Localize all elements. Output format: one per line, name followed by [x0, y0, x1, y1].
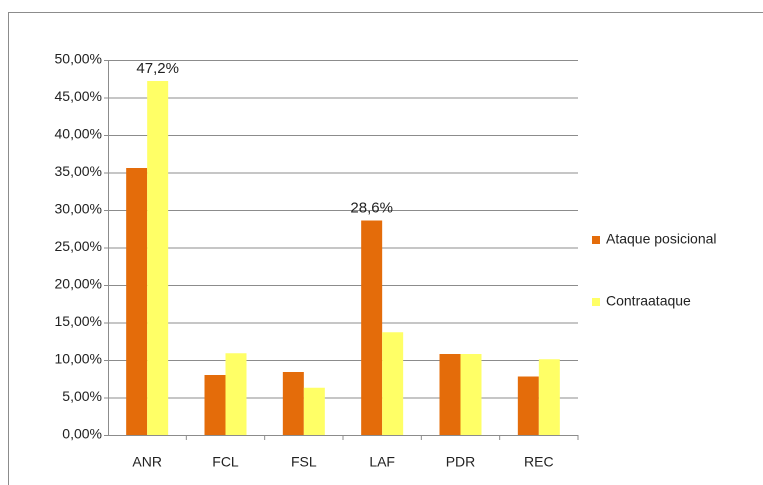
bar: [538, 359, 560, 435]
bar: [225, 353, 247, 435]
x-tick-label: REC: [524, 454, 554, 470]
y-tick-label: 5,00%: [62, 388, 102, 404]
y-tick-label: 30,00%: [55, 201, 102, 217]
bar: [439, 354, 461, 435]
data-label: 28,6%: [350, 199, 393, 216]
bar: [361, 220, 383, 435]
bar: [517, 376, 539, 435]
y-tick-label: 10,00%: [55, 351, 102, 367]
x-tick-label: LAF: [369, 454, 395, 470]
x-tick-label: FCL: [212, 454, 239, 470]
y-tick-label: 45,00%: [55, 88, 102, 104]
bar: [126, 168, 148, 435]
bar: [282, 372, 304, 435]
x-tick-label: FSL: [291, 454, 317, 470]
bar: [460, 354, 482, 435]
legend-label: Contraataque: [606, 293, 691, 309]
bar: [382, 332, 404, 435]
data-label: 47,2%: [136, 60, 179, 77]
y-tick-label: 25,00%: [55, 238, 102, 254]
y-tick-label: 20,00%: [55, 276, 102, 292]
bar: [204, 375, 226, 435]
x-tick-label: PDR: [446, 454, 476, 470]
y-tick-label: 15,00%: [55, 313, 102, 329]
y-tick-label: 40,00%: [55, 126, 102, 142]
bar: [147, 81, 169, 435]
bar: [303, 387, 325, 435]
y-tick-label: 50,00%: [55, 51, 102, 67]
legend-label: Ataque posicional: [606, 231, 717, 247]
y-tick-label: 0,00%: [62, 426, 102, 442]
legend-swatch: [592, 236, 600, 244]
legend-swatch: [592, 298, 600, 306]
x-tick-label: ANR: [132, 454, 162, 470]
y-tick-label: 35,00%: [55, 163, 102, 179]
